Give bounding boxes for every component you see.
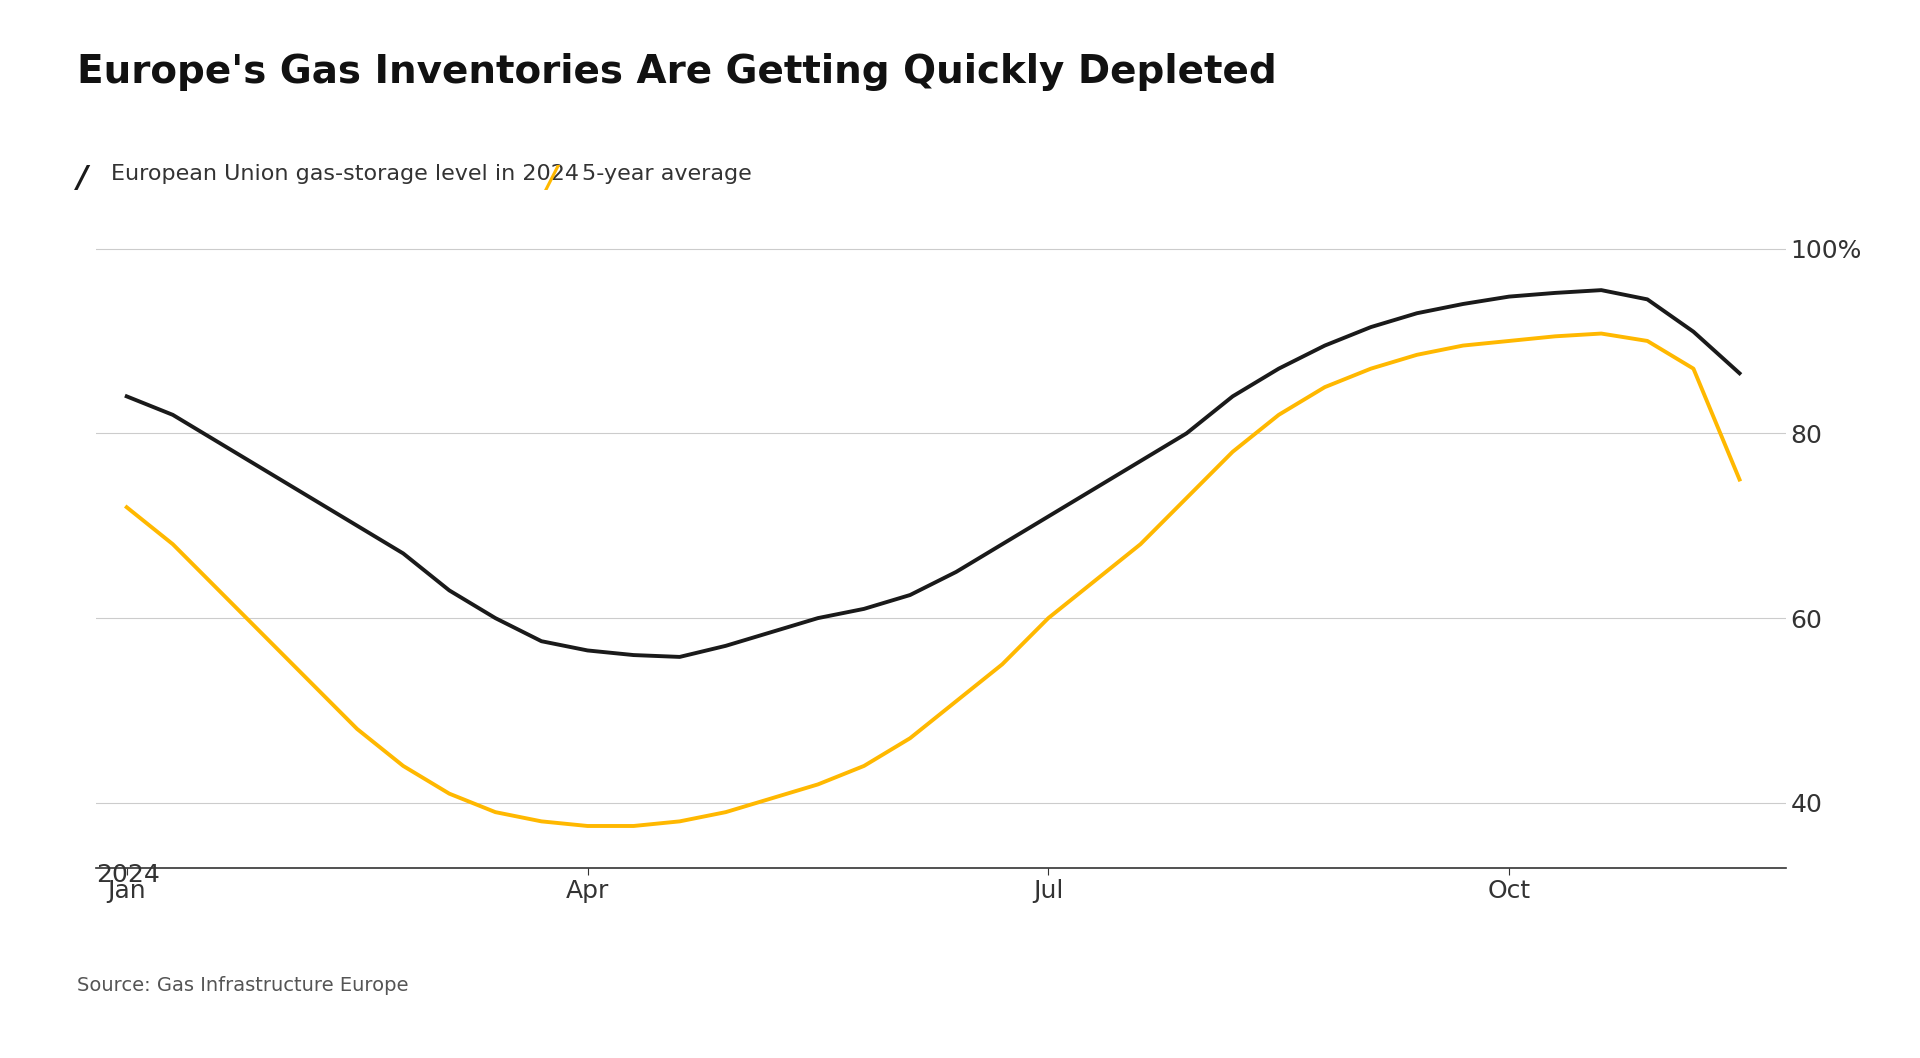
Text: 5-year average: 5-year average (582, 164, 751, 184)
Text: Source: Gas Infrastructure Europe: Source: Gas Infrastructure Europe (77, 975, 409, 995)
Text: 2024: 2024 (96, 863, 159, 887)
Text: /: / (77, 164, 88, 193)
Text: European Union gas-storage level in 2024: European Union gas-storage level in 2024 (111, 164, 580, 184)
Text: /: / (547, 164, 559, 193)
Text: Europe's Gas Inventories Are Getting Quickly Depleted: Europe's Gas Inventories Are Getting Qui… (77, 53, 1277, 91)
